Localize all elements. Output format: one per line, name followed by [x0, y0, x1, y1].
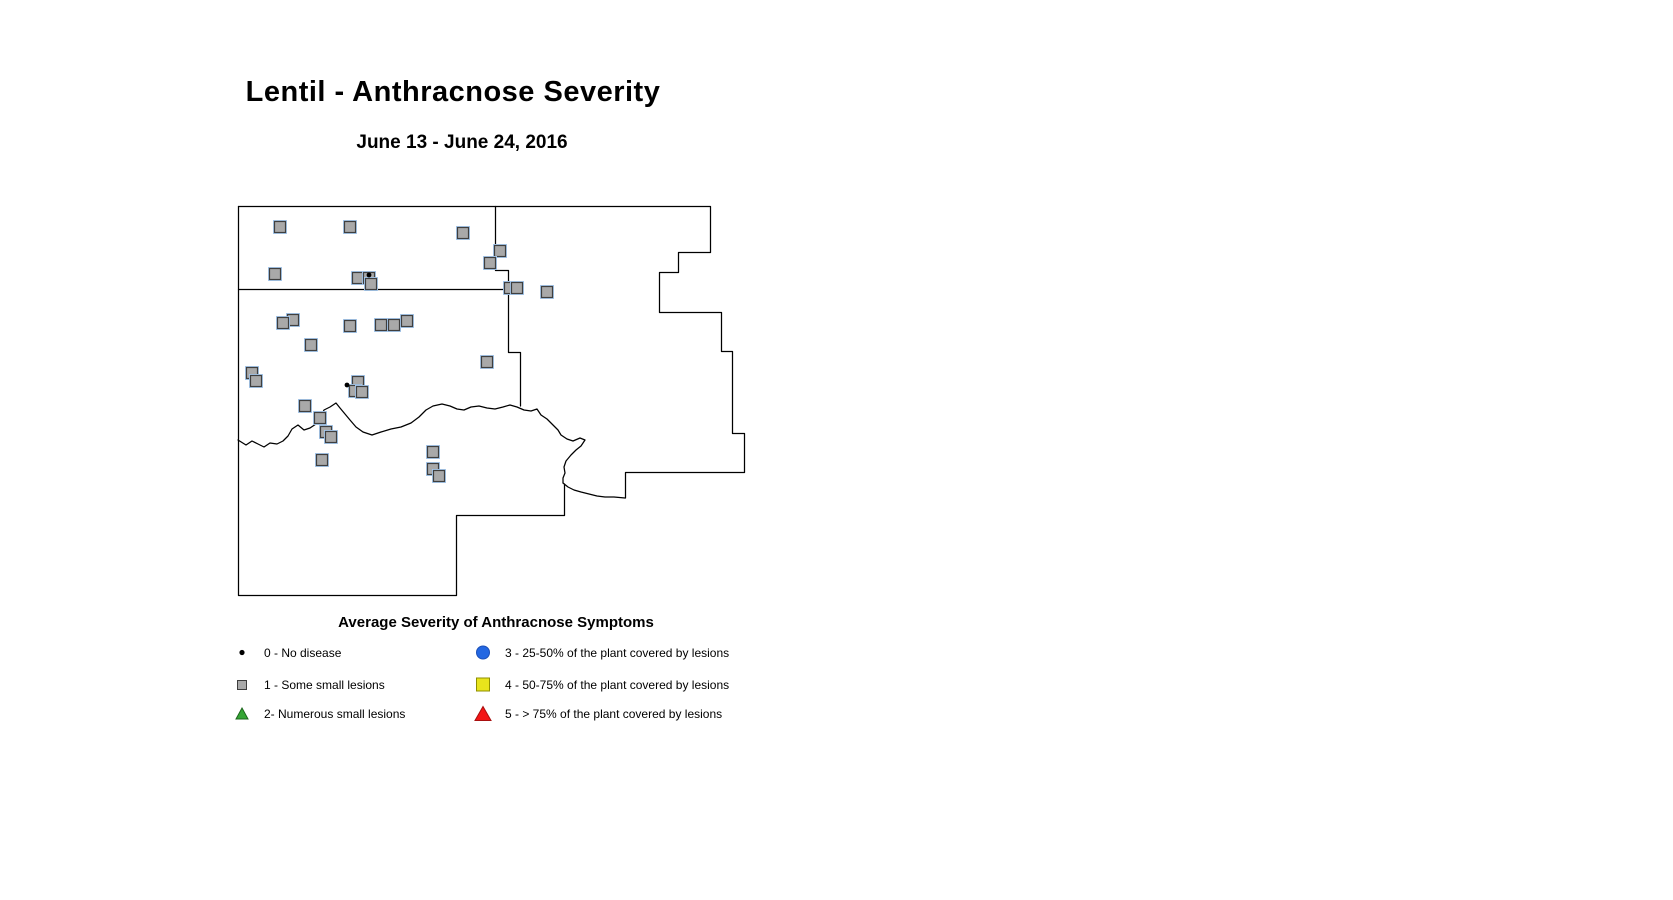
legend-item-severity-1: 1 - Some small lesions — [230, 676, 385, 693]
blue-circle-icon — [471, 644, 495, 661]
map-point-severity-1 — [493, 244, 507, 258]
map-point-severity-1 — [343, 319, 357, 333]
legend-title: Average Severity of Anthracnose Symptoms — [338, 614, 654, 631]
legend-item-severity-2: 2- Numerous small lesions — [230, 705, 405, 722]
map-border-district-vertical — [494, 205, 522, 407]
map-border-west-south — [237, 205, 566, 597]
green-triangle-icon — [230, 705, 254, 722]
date-range-subtitle: June 13 - June 24, 2016 — [356, 132, 568, 153]
map-point-severity-1 — [400, 314, 414, 328]
map-point-severity-1 — [343, 220, 357, 234]
map-borders — [237, 205, 746, 597]
map-point-severity-1 — [426, 445, 440, 459]
legend-item-label: 0 - No disease — [264, 645, 342, 660]
map-point-severity-1 — [456, 226, 470, 240]
map-point-severity-1 — [249, 374, 263, 388]
map-border-river-west — [237, 402, 586, 484]
map-point-severity-1 — [480, 355, 494, 369]
map-point-severity-1 — [432, 469, 446, 483]
map-border-north-east — [237, 205, 746, 499]
map-point-severity-1 — [355, 385, 369, 399]
map-point-severity-1 — [387, 318, 401, 332]
map-point-severity-1 — [374, 318, 388, 332]
red-triangle-icon — [471, 705, 495, 722]
map-point-severity-1 — [273, 220, 287, 234]
map-point-severity-1 — [351, 271, 365, 285]
legend-item-label: 1 - Some small lesions — [264, 677, 385, 692]
map-point-severity-1 — [483, 256, 497, 270]
legend-item-label: 2- Numerous small lesions — [264, 706, 406, 721]
map-point-severity-1 — [298, 399, 312, 413]
map-point-severity-1 — [268, 267, 282, 281]
map-point-severity-0 — [366, 272, 372, 278]
map-point-severity-1 — [364, 277, 378, 291]
legend-item-severity-0: 0 - No disease — [230, 644, 341, 661]
gray-square-icon — [230, 676, 254, 693]
map-point-severity-1 — [324, 430, 338, 444]
yellow-square-icon — [471, 676, 495, 693]
map-markers — [245, 220, 554, 483]
legend-item-label: 5 - > 75% of the plant covered by lesion… — [505, 706, 723, 721]
legend-item-label: 4 - 50-75% of the plant covered by lesio… — [505, 677, 730, 692]
map-point-severity-0 — [344, 382, 350, 388]
legend-item-severity-5: 5 - > 75% of the plant covered by lesion… — [471, 705, 722, 722]
legend-item-severity-3: 3 - 25-50% of the plant covered by lesio… — [471, 644, 729, 661]
map-point-severity-1 — [510, 281, 524, 295]
map-point-severity-1 — [315, 453, 329, 467]
legend-item-label: 3 - 25-50% of the plant covered by lesio… — [505, 645, 730, 660]
map-point-severity-1 — [276, 316, 290, 330]
page-title: Lentil - Anthracnose Severity — [245, 76, 661, 108]
map-point-severity-1 — [540, 285, 554, 299]
map-point-severity-1 — [304, 338, 318, 352]
map-point-severity-1 — [313, 411, 327, 425]
map-border-river-east — [562, 482, 626, 499]
black-dot-icon — [230, 644, 254, 661]
legend-item-severity-4: 4 - 50-75% of the plant covered by lesio… — [471, 676, 729, 693]
